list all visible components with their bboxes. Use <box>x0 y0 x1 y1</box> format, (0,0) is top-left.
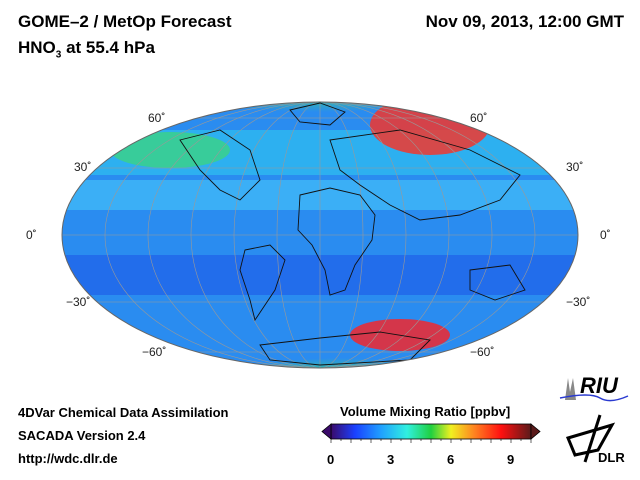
footer-url[interactable]: http://wdc.dlr.de <box>18 451 118 466</box>
species: HNO <box>18 38 56 57</box>
lat-label-left-30n: 30˚ <box>74 160 92 174</box>
colorbar <box>321 423 541 443</box>
lat-label-right-60n: 60˚ <box>470 111 488 125</box>
colorbar-title: Volume Mixing Ratio [ppbv] <box>340 404 511 419</box>
colorbar-tick-label: 6 <box>447 452 455 467</box>
footer-line-2: SACADA Version 2.4 <box>18 428 146 443</box>
colorbar-min-extension <box>321 423 332 440</box>
coastlines <box>179 102 526 366</box>
dlr-logo <box>565 414 616 463</box>
colorbar-max-extension <box>530 423 541 440</box>
map-border <box>61 101 579 369</box>
colorbar-tick-label: 0 <box>327 452 335 467</box>
product-title: GOME–2 / MetOp Forecast <box>18 12 232 31</box>
lat-label-left-60s: −60˚ <box>142 345 167 359</box>
species-subscript: 3 <box>55 49 62 61</box>
footer-line-1: 4DVar Chemical Data Assimilation <box>18 405 229 420</box>
colorbar-gradient <box>330 423 532 440</box>
lat-label-left-0: 0˚ <box>26 228 37 242</box>
dlr-logo-text: DLR <box>598 450 625 465</box>
lat-label-left-60n: 60˚ <box>148 111 166 125</box>
species-level-title: HNO3 at 55.4 hPa <box>18 38 155 60</box>
pressure-level: at 55.4 hPa <box>61 38 155 57</box>
lat-label-right-30s: −30˚ <box>566 295 591 309</box>
lat-label-right-60s: −60˚ <box>470 345 495 359</box>
colorbar-tick-label: 9 <box>507 452 515 467</box>
riu-logo-text: RIU <box>580 373 618 398</box>
hno3-field <box>62 102 578 368</box>
lat-label-left-30s: −30˚ <box>66 295 91 309</box>
lat-label-right-0: 0˚ <box>600 228 611 242</box>
lat-label-right-30n: 30˚ <box>566 160 584 174</box>
riu-logo <box>559 378 629 402</box>
forecast-datetime: Nov 09, 2013, 12:00 GMT <box>425 12 624 31</box>
colorbar-tick-label: 3 <box>387 452 395 467</box>
